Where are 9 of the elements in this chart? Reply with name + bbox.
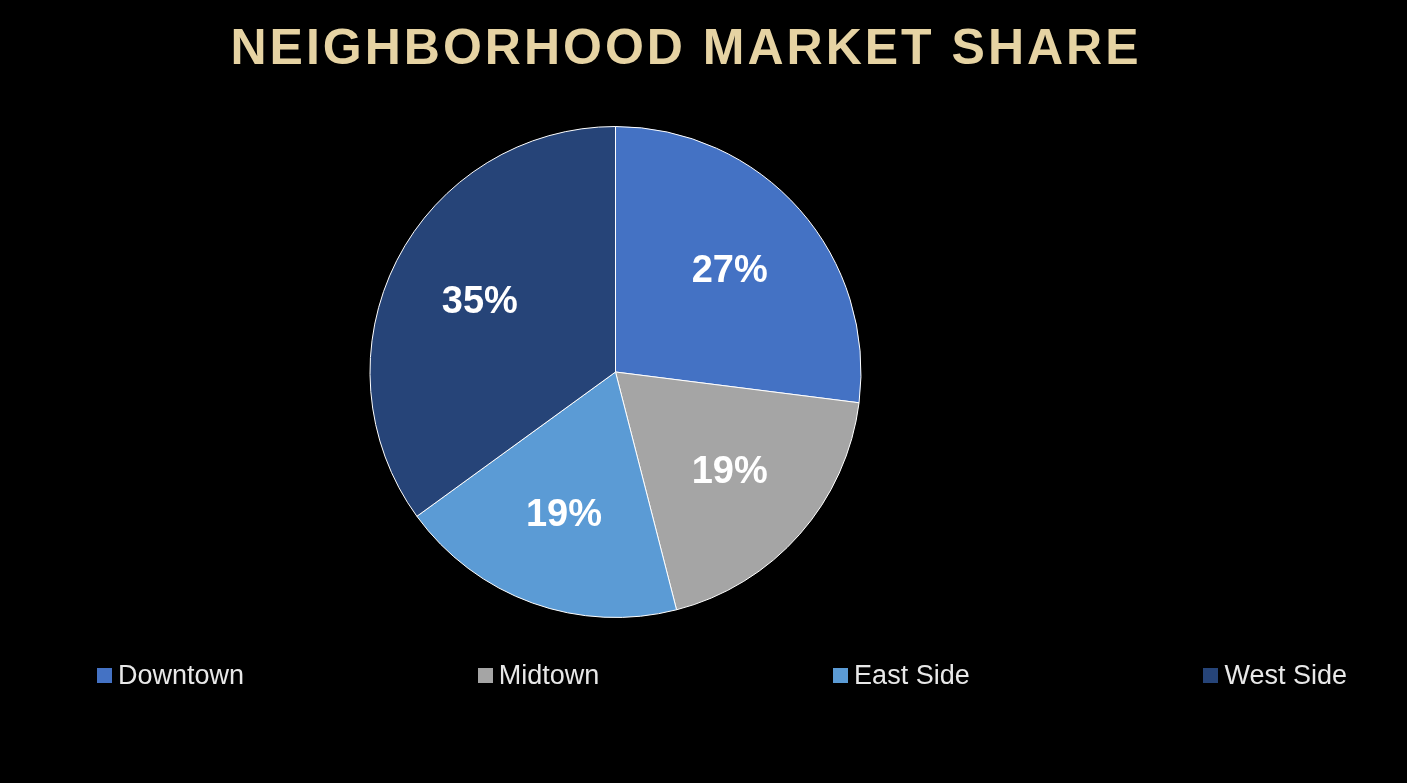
legend-label: East Side xyxy=(854,660,970,691)
data-label: 19% xyxy=(525,491,602,534)
chart-title: NEIGHBORHOOD MARKET SHARE xyxy=(229,18,1143,76)
legend-label: West Side xyxy=(1224,660,1347,691)
legend-label: Midtown xyxy=(498,660,600,691)
data-label: 35% xyxy=(441,279,518,322)
data-label: 27% xyxy=(691,247,768,290)
legend-label: Downtown xyxy=(118,660,245,691)
data-label: 19% xyxy=(691,449,768,492)
